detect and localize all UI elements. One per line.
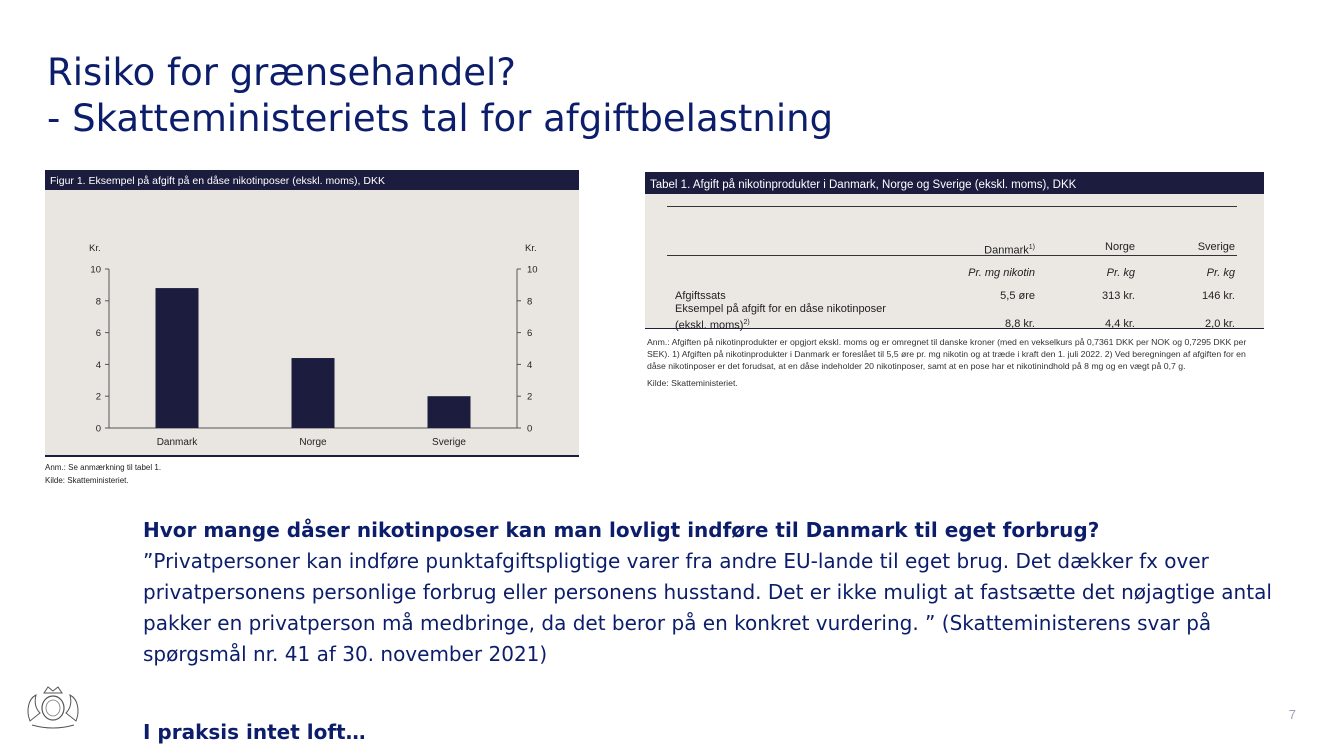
unit-norge: Pr. kg bbox=[1106, 267, 1135, 279]
cell-afgiftssats-norge: 313 kr. bbox=[1101, 290, 1135, 302]
unit-danmark: Pr. mg nikotin bbox=[968, 267, 1035, 279]
figure-1-note: Anm.: Se anmærkning til tabel 1. bbox=[45, 463, 162, 472]
table-1-note: Anm.: Afgiften på nikotinprodukter er op… bbox=[647, 337, 1247, 371]
x-tick-label-norge: Norge bbox=[299, 437, 327, 448]
crest-logo bbox=[27, 686, 79, 729]
bar-chart: Kr. Kr. 0 0 2 2 4 4 6 6 8 8 10 10 Danmark Norge Sverig… bbox=[89, 243, 538, 448]
bar-danmark bbox=[155, 288, 199, 428]
table-header-rule bbox=[667, 255, 1237, 256]
figure-1-plot-area: Kr. Kr. 0 0 2 2 4 4 6 6 8 8 10 10 Danmark Norge Sverig… bbox=[45, 190, 579, 457]
slide-title-line-1: Risiko for grænsehandel? bbox=[47, 51, 516, 94]
y-tick-label-right-5: 10 bbox=[527, 265, 538, 276]
column-header-norge: Norge bbox=[1105, 241, 1135, 253]
cell-eksempel-norge: 4,4 kr. bbox=[1105, 318, 1135, 330]
y-tick-label-left-0: 0 bbox=[96, 424, 101, 435]
column-header-danmark: Danmark1) bbox=[984, 244, 1035, 257]
question-answer-block: Hvor mange dåser nikotinposer kan man lo… bbox=[143, 515, 1303, 670]
slide-title: Risiko for grænsehandel? - Skatteministe… bbox=[47, 50, 833, 142]
y-tick-label-left-3: 6 bbox=[96, 328, 101, 339]
table-top-rule bbox=[667, 206, 1237, 207]
cell-eksempel-sverige: 2,0 kr. bbox=[1205, 318, 1235, 330]
figure-1-title: Figur 1. Eksempel på afgift på en dåse n… bbox=[45, 170, 579, 190]
cell-eksempel-danmark: 8,8 kr. bbox=[1005, 318, 1035, 330]
row-label-afgiftssats: Afgiftssats bbox=[675, 290, 726, 302]
y-tick-label-right-3: 6 bbox=[527, 328, 532, 339]
figure-1-source: Kilde: Skatteministeriet. bbox=[45, 476, 129, 485]
y-tick-label-right-1: 2 bbox=[527, 392, 532, 403]
answer-quote: ”Privatpersoner kan indføre punktafgifts… bbox=[143, 549, 1272, 666]
y-tick-label-left-4: 8 bbox=[96, 296, 101, 307]
conclusion-text: I praksis intet loft… bbox=[143, 720, 366, 744]
table-1-title: Tabel 1. Afgift på nikotinprodukter i Da… bbox=[645, 172, 1264, 194]
y-axis-label-left: Kr. bbox=[89, 243, 101, 254]
bar-sverige bbox=[427, 396, 471, 428]
table-1-source: Kilde: Skatteministeriet. bbox=[647, 378, 738, 388]
row-label-eksempel: Eksempel på afgift for en dåse nikotinpo… bbox=[675, 303, 886, 315]
y-tick-label-left-5: 10 bbox=[90, 265, 101, 276]
bar-norge bbox=[291, 358, 335, 428]
question-text: Hvor mange dåser nikotinposer kan man lo… bbox=[143, 518, 1100, 542]
y-tick-label-right-0: 0 bbox=[527, 424, 532, 435]
cell-afgiftssats-sverige: 146 kr. bbox=[1201, 290, 1235, 302]
slide-title-line-2: - Skatteministeriets tal for afgiftbelas… bbox=[47, 97, 834, 140]
row-label-eksempel-line-2: (ekskl. moms)2) bbox=[675, 319, 750, 332]
x-tick-label-sverige: Sverige bbox=[432, 437, 466, 448]
table-1-body: Danmark1) Norge Sverige Pr. mg nikotin P… bbox=[645, 194, 1264, 332]
unit-sverige: Pr. kg bbox=[1206, 267, 1235, 279]
column-header-sverige: Sverige bbox=[1197, 241, 1235, 253]
figure-1-panel: Figur 1. Eksempel på afgift på en dåse n… bbox=[45, 170, 579, 487]
x-tick-label-danmark: Danmark bbox=[157, 437, 199, 448]
y-axis-label-right: Kr. bbox=[525, 243, 537, 254]
y-tick-label-left-1: 2 bbox=[96, 392, 101, 403]
y-tick-label-left-2: 4 bbox=[96, 360, 101, 371]
page-number: 7 bbox=[1288, 707, 1296, 722]
figure-1-notes: Anm.: Se anmærkning til tabel 1. Kilde: … bbox=[45, 461, 579, 487]
table-1-panel: Tabel 1. Afgift på nikotinprodukter i Da… bbox=[645, 172, 1264, 388]
y-tick-label-right-4: 8 bbox=[527, 296, 532, 307]
cell-afgiftssats-danmark: 5,5 øre bbox=[1000, 290, 1035, 302]
y-tick-label-right-2: 4 bbox=[527, 360, 532, 371]
